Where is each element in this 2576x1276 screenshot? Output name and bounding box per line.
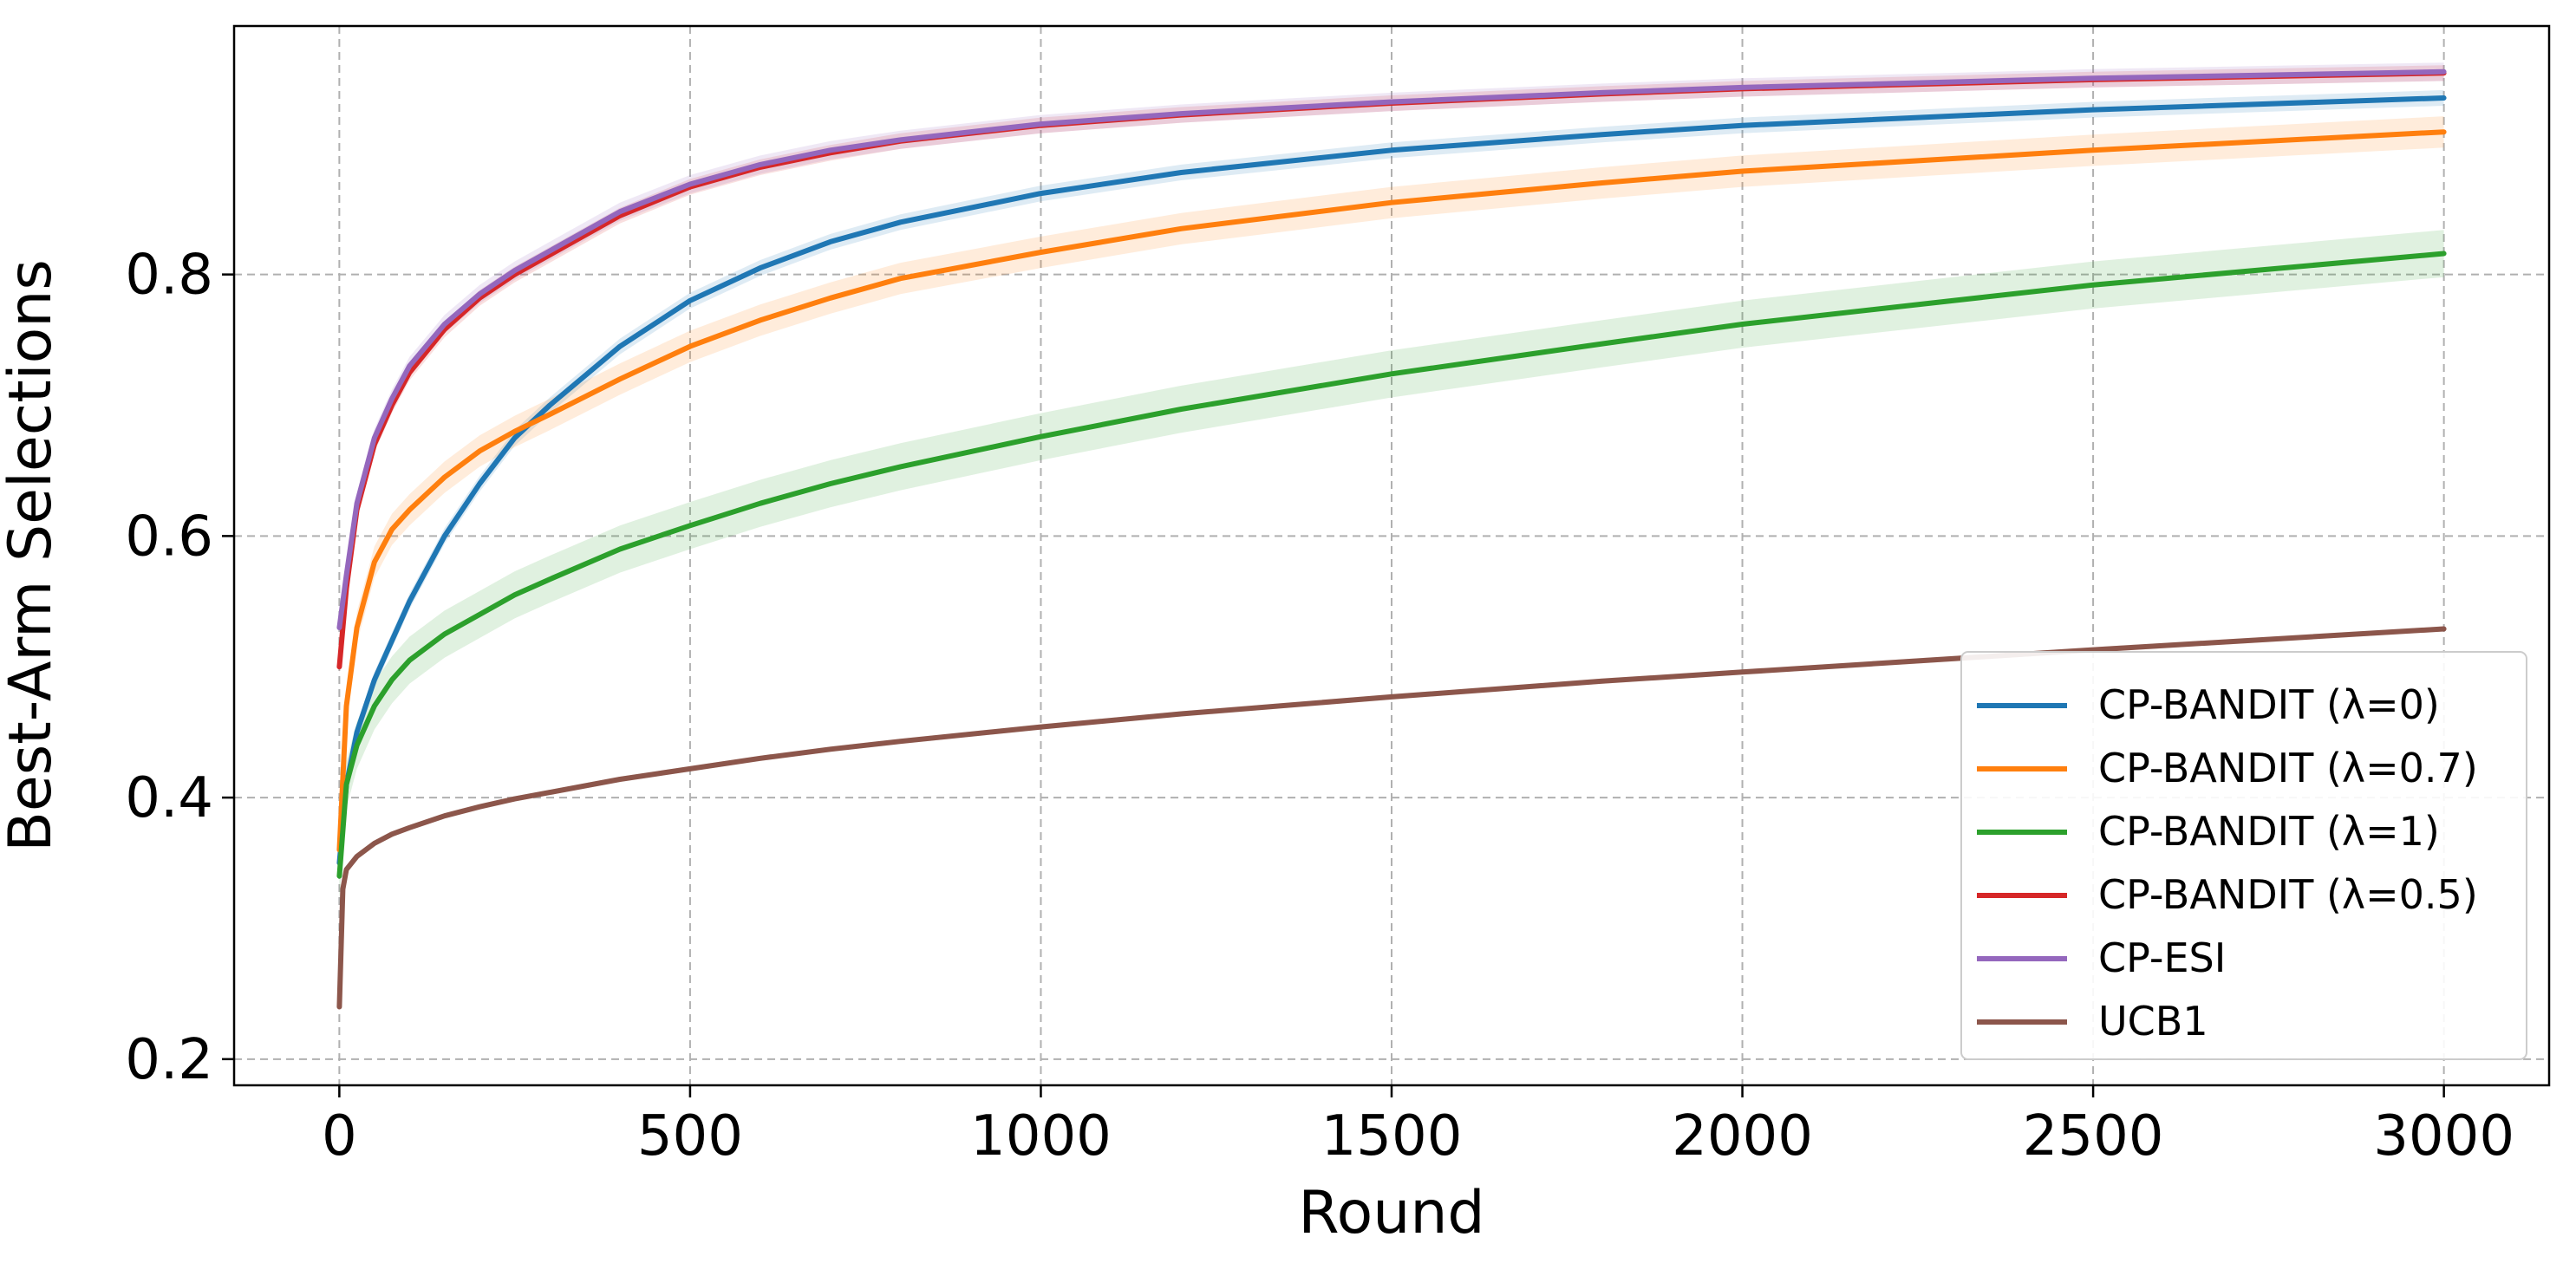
legend-item: CP-BANDIT (λ=0.7): [1977, 745, 2478, 791]
x-tick-label: 0: [322, 1104, 357, 1169]
series-band-2: [339, 230, 2444, 900]
series-line-0: [336, 95, 2447, 866]
legend-item: CP-BANDIT (λ=1): [1977, 808, 2440, 855]
legend: CP-BANDIT (λ=0) CP-BANDIT (λ=0.7) CP-BANDI…: [1960, 651, 2527, 1060]
x-tick-label: 1500: [1321, 1104, 1463, 1169]
series-line-1: [336, 129, 2447, 853]
series-line-4: [336, 68, 2447, 630]
legend-item: CP-BANDIT (λ=0): [1977, 681, 2440, 728]
x-axis-label: Round: [1298, 1179, 1484, 1247]
legend-label: CP-BANDIT (λ=0): [2098, 681, 2440, 728]
legend-item: CP-ESI: [1977, 934, 2226, 981]
legend-label: CP-BANDIT (λ=0.7): [2098, 745, 2478, 791]
y-tick-label: 0.4: [125, 766, 213, 830]
y-axis-label: Best-Arm Selections: [0, 259, 65, 852]
legend-label: CP-ESI: [2098, 934, 2226, 981]
legend-label: UCB1: [2098, 998, 2208, 1045]
series-line-5: [336, 626, 2447, 1010]
series-band-1: [339, 116, 2444, 866]
legend-label: CP-BANDIT (λ=1): [2098, 808, 2440, 855]
x-tick-label: 2000: [1672, 1104, 1813, 1169]
series-line-2: [336, 251, 2447, 879]
x-tick-label: 1000: [970, 1104, 1112, 1169]
y-tick-label: 0.6: [125, 505, 213, 569]
legend-item: UCB1: [1977, 998, 2208, 1045]
legend-label: CP-BANDIT (λ=0.5): [2098, 871, 2478, 918]
x-tick-label: 500: [637, 1104, 743, 1169]
x-tick-label: 3000: [2373, 1104, 2514, 1169]
axis-ticks: 0 500 1000 1500 2000 2500 3000 0.2 0.4 0.6 0.8: [125, 244, 2514, 1169]
confidence-bands: [339, 62, 2444, 1010]
legend-box: [1960, 651, 2527, 1060]
y-tick-label: 0.2: [125, 1028, 213, 1092]
y-tick-label: 0.8: [125, 244, 213, 308]
x-tick-label: 2500: [2023, 1104, 2164, 1169]
legend-item: CP-BANDIT (λ=0.5): [1977, 871, 2478, 918]
series-lines: [336, 68, 2447, 1010]
